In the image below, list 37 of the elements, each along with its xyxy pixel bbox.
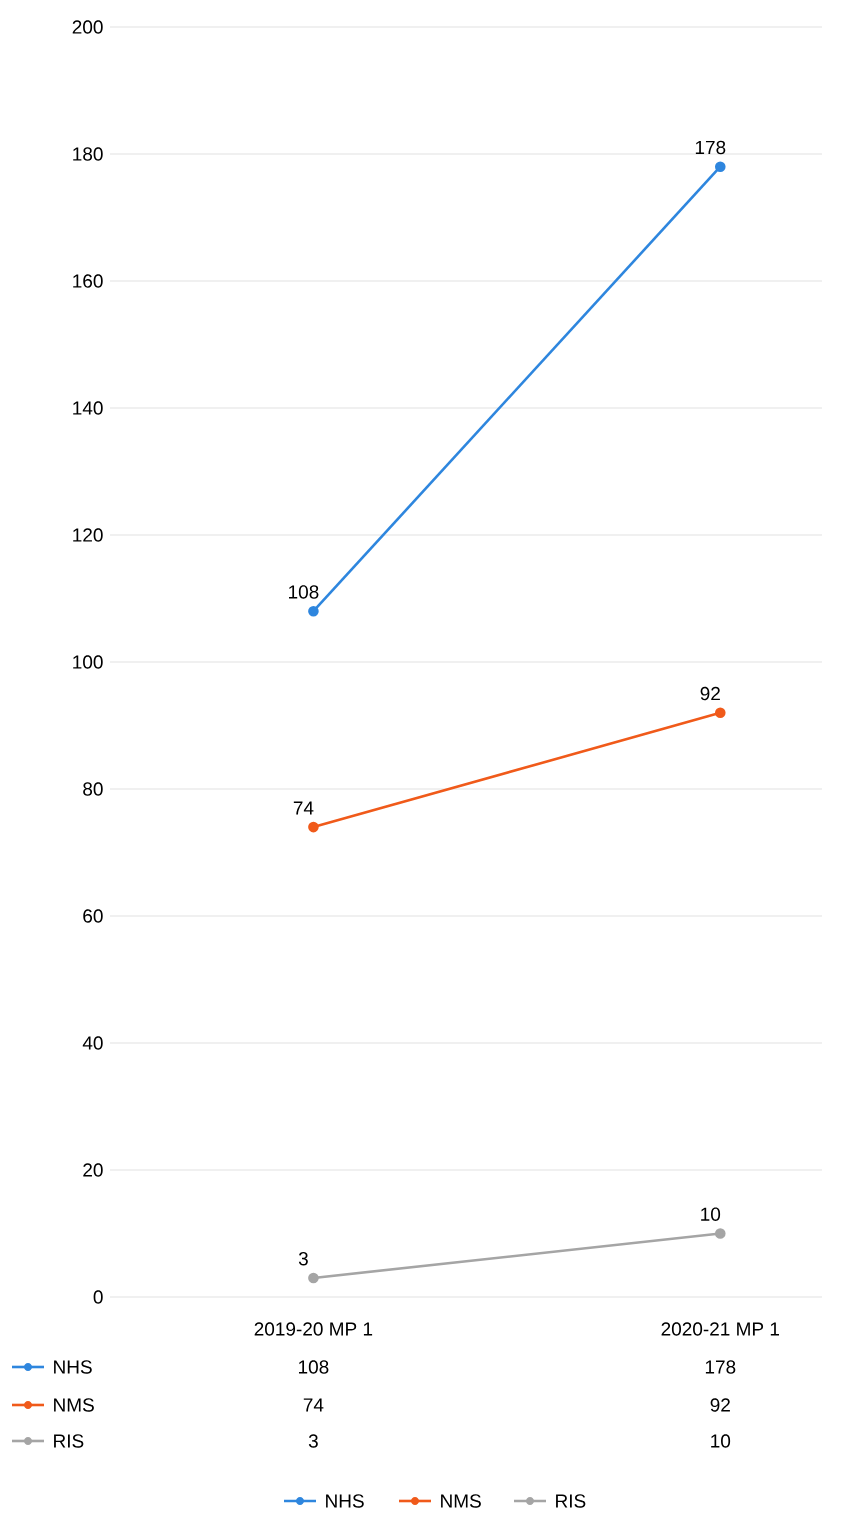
legend-label: NMS [54,1398,94,1412]
legend-label: NHS [54,1360,92,1374]
y-tick-label: 160 [73,274,103,288]
x-tick-label: 2020-21 MP 1 [661,1322,780,1336]
text: NHS [326,1494,364,1508]
point [714,1228,726,1239]
data-label: 178 [705,1360,736,1374]
x-tick-label: 2019-20 MP 1 [254,1322,373,1336]
y-tick-label: 60 [83,909,103,923]
y-tick-label: 40 [82,1036,103,1050]
data-label: 74 [303,1398,324,1412]
annotation: 74 [293,801,314,815]
text: RIS [54,1434,84,1448]
point [308,605,319,617]
point [308,821,319,833]
annotation: 10 [701,1207,721,1221]
y-tick-label: 140 [73,401,103,415]
y-tick-label: 200 [72,20,103,34]
legend-label: RIS [556,1494,586,1508]
y-tick-label: 120 [73,528,103,542]
annotation: 178 [695,140,726,155]
y-tick-label: 180 [73,147,103,161]
point [714,707,726,719]
point [308,1272,319,1284]
data-label: 3 [308,1434,318,1448]
y-tick-label: 0 [93,1290,103,1304]
data-label: 92 [710,1398,730,1412]
annotation: 3 [298,1251,308,1266]
text: NMS [441,1494,481,1508]
point [714,161,726,172]
data-label: 10 [711,1434,731,1448]
annotation: 92 [700,686,720,701]
y-tick-label: 80 [83,782,103,796]
y-tick-label: 100 [73,655,103,669]
data-label: 108 [298,1360,329,1374]
annotation: 108 [289,585,319,599]
y-tick-label: 20 [83,1163,103,1177]
